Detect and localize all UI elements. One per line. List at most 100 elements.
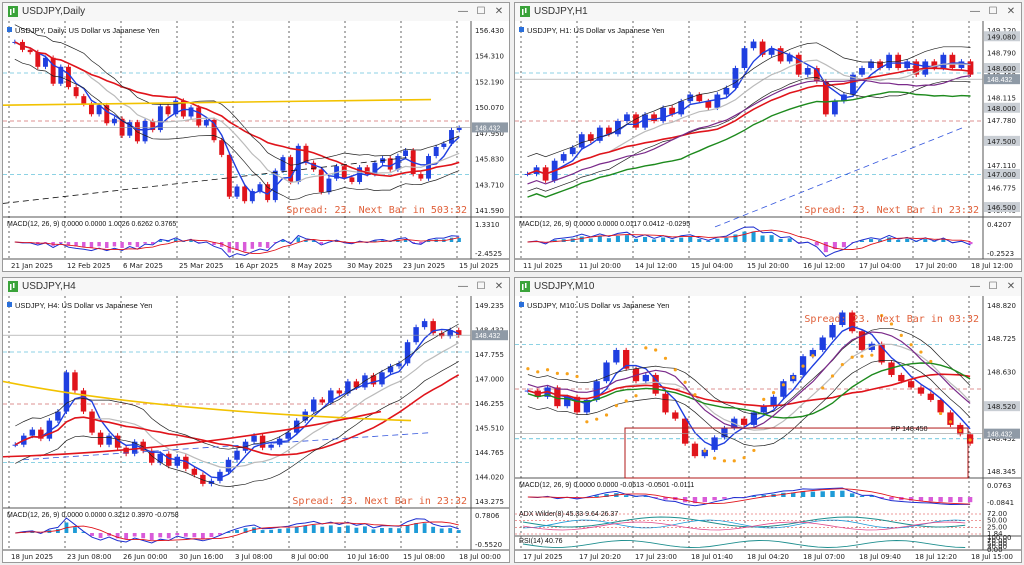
candle-body xyxy=(259,435,266,448)
chart-window-h4[interactable]: USDJPY,H4 — ☐ ✕ 18 Jun 2025 23 Jun 08:00 2… xyxy=(2,277,510,563)
minimize-button[interactable]: — xyxy=(458,6,468,17)
candle-body xyxy=(714,94,721,108)
candle-body xyxy=(349,177,355,182)
maximize-button[interactable]: ☐ xyxy=(988,6,998,17)
parabolic-sar-dot xyxy=(880,314,884,318)
candle-body xyxy=(387,366,394,373)
trend-line xyxy=(3,156,412,204)
price-axis-label: 150.070 xyxy=(475,104,504,112)
candle-body xyxy=(642,374,649,382)
symbol-label: USDJPY, H1: US Dollar vs Japanese Yen xyxy=(527,26,664,35)
candle-body xyxy=(449,130,454,144)
chart-area[interactable]: 21 Jan 2025 12 Feb 2025 6 Mar 2025 25 Mar 2… xyxy=(3,21,509,271)
chart-icon xyxy=(520,6,530,17)
candle-body xyxy=(242,441,249,451)
price-axis-label: 148.820 xyxy=(987,302,1016,310)
window-titlebar[interactable]: USDJPY,H1 — ☐ ✕ xyxy=(515,3,1021,22)
candle-body xyxy=(142,121,148,142)
chart-canvas[interactable]: 18 Jun 2025 23 Jun 08:00 26 Jun 00:00 30 Ju… xyxy=(3,296,509,562)
macd-label: MACD(12, 26, 9) 0.0000 0.0000 -0.0613 -0… xyxy=(519,482,694,489)
minimize-button[interactable]: — xyxy=(970,6,980,17)
candle-body xyxy=(418,174,424,179)
level-price-tag xyxy=(984,63,1020,74)
spread-countdown: Spread: 23. Next Bar in 23:32 xyxy=(804,205,979,216)
time-axis-label: 17 Jul 23:00 xyxy=(635,553,677,561)
macd-scale-top: 0.4207 xyxy=(987,221,1012,229)
adx-minus-di xyxy=(522,521,966,531)
close-button[interactable]: ✕ xyxy=(1006,6,1016,17)
candle-body xyxy=(829,324,836,338)
maximize-button[interactable]: ☐ xyxy=(476,281,486,292)
parabolic-sar-dot xyxy=(939,411,943,416)
candle-body xyxy=(573,396,581,413)
chart-window-m10[interactable]: USDJPY,M10 — ☐ ✕ 17 Jul 2025 17 Jul 20:20… xyxy=(514,277,1022,563)
time-axis-label: 18 Jul 12:20 xyxy=(915,553,957,561)
window-titlebar[interactable]: USDJPY,M10 — ☐ ✕ xyxy=(515,278,1021,297)
level-price-label: 147.000 xyxy=(987,171,1016,179)
level-price-label: 148.520 xyxy=(987,403,1016,411)
window-titlebar[interactable]: USDJPY,H4 — ☐ ✕ xyxy=(3,278,509,297)
candle-body xyxy=(569,147,576,155)
candle-body xyxy=(226,154,232,197)
time-axis-label: 15 Jul 20:00 xyxy=(747,262,789,270)
candle-body xyxy=(940,54,947,69)
candle-body xyxy=(949,54,956,69)
candle-body xyxy=(183,456,189,469)
chart-area[interactable]: 11 Jul 2025 11 Jul 20:00 14 Jul 12:00 15 Ju… xyxy=(515,21,1021,271)
parabolic-sar-dot xyxy=(909,343,913,347)
chart-window-h1[interactable]: USDJPY,H1 — ☐ ✕ 11 Jul 2025 11 Jul 20:00 1… xyxy=(514,2,1022,272)
candle-body xyxy=(123,447,129,454)
minimize-button[interactable]: — xyxy=(458,281,468,292)
candle-body xyxy=(217,471,223,481)
level-price-label: 146.500 xyxy=(987,204,1016,212)
level-price-tag xyxy=(984,102,1020,113)
macd-line xyxy=(15,517,459,544)
level-price-tag xyxy=(984,168,1020,179)
candle-body xyxy=(705,101,712,108)
window-titlebar[interactable]: USDJPY,Daily — ☐ ✕ xyxy=(3,3,509,22)
candle-body xyxy=(387,158,393,170)
price-axis-label: 143.275 xyxy=(475,498,504,506)
macd-line xyxy=(527,487,971,507)
minimize-button[interactable]: — xyxy=(970,281,980,292)
chart-canvas[interactable]: 21 Jan 2025 12 Feb 2025 6 Mar 2025 25 Mar 2… xyxy=(3,21,509,271)
candle-body xyxy=(877,61,883,69)
candle-body xyxy=(268,444,274,448)
candle-body xyxy=(850,74,856,95)
candle-body xyxy=(441,143,447,147)
moving-average-fast xyxy=(527,47,971,175)
parabolic-sar-dot xyxy=(929,359,933,364)
candle-body xyxy=(345,381,351,394)
chart-canvas[interactable]: 17 Jul 2025 17 Jul 20:20 17 Jul 23:00 18 Ju… xyxy=(515,296,1021,562)
macd-scale-bottom: -0.5520 xyxy=(475,541,502,549)
candle-body xyxy=(211,119,217,141)
candle-body xyxy=(404,342,411,364)
maximize-button[interactable]: ☐ xyxy=(988,281,998,292)
candle-body xyxy=(786,54,793,62)
candle-body xyxy=(898,374,905,382)
candle-body xyxy=(809,349,817,357)
chart-area[interactable]: 17 Jul 2025 17 Jul 20:20 17 Jul 23:00 18 Ju… xyxy=(515,296,1021,562)
candle-body xyxy=(421,321,428,328)
candle-body xyxy=(180,100,186,117)
chart-window-daily[interactable]: USDJPY,Daily — ☐ ✕ 21 Jan 2025 12 Feb 202… xyxy=(2,2,510,272)
close-button[interactable]: ✕ xyxy=(494,6,504,17)
candle-body xyxy=(341,166,347,178)
parabolic-sar-dot xyxy=(624,399,628,403)
candle-body xyxy=(140,441,146,451)
chart-background xyxy=(3,21,509,271)
symbol-label: USDJPY, M10: US Dollar vs Japanese Yen xyxy=(527,301,669,310)
time-axis-label: 6 Mar 2025 xyxy=(123,262,163,270)
candle-body xyxy=(234,186,240,197)
candle-body xyxy=(413,327,419,343)
close-button[interactable]: ✕ xyxy=(1006,281,1016,292)
candle-body xyxy=(741,48,748,69)
chart-area[interactable]: 18 Jun 2025 23 Jun 08:00 26 Jun 00:00 30 Ju… xyxy=(3,296,509,562)
maximize-button[interactable]: ☐ xyxy=(476,6,486,17)
candle-body xyxy=(148,450,155,463)
candle-body xyxy=(642,114,648,128)
chart-canvas[interactable]: 11 Jul 2025 11 Jul 20:00 14 Jul 12:00 15 Ju… xyxy=(515,21,1021,271)
candle-body xyxy=(615,121,621,135)
close-button[interactable]: ✕ xyxy=(494,281,504,292)
candle-body xyxy=(849,312,856,332)
